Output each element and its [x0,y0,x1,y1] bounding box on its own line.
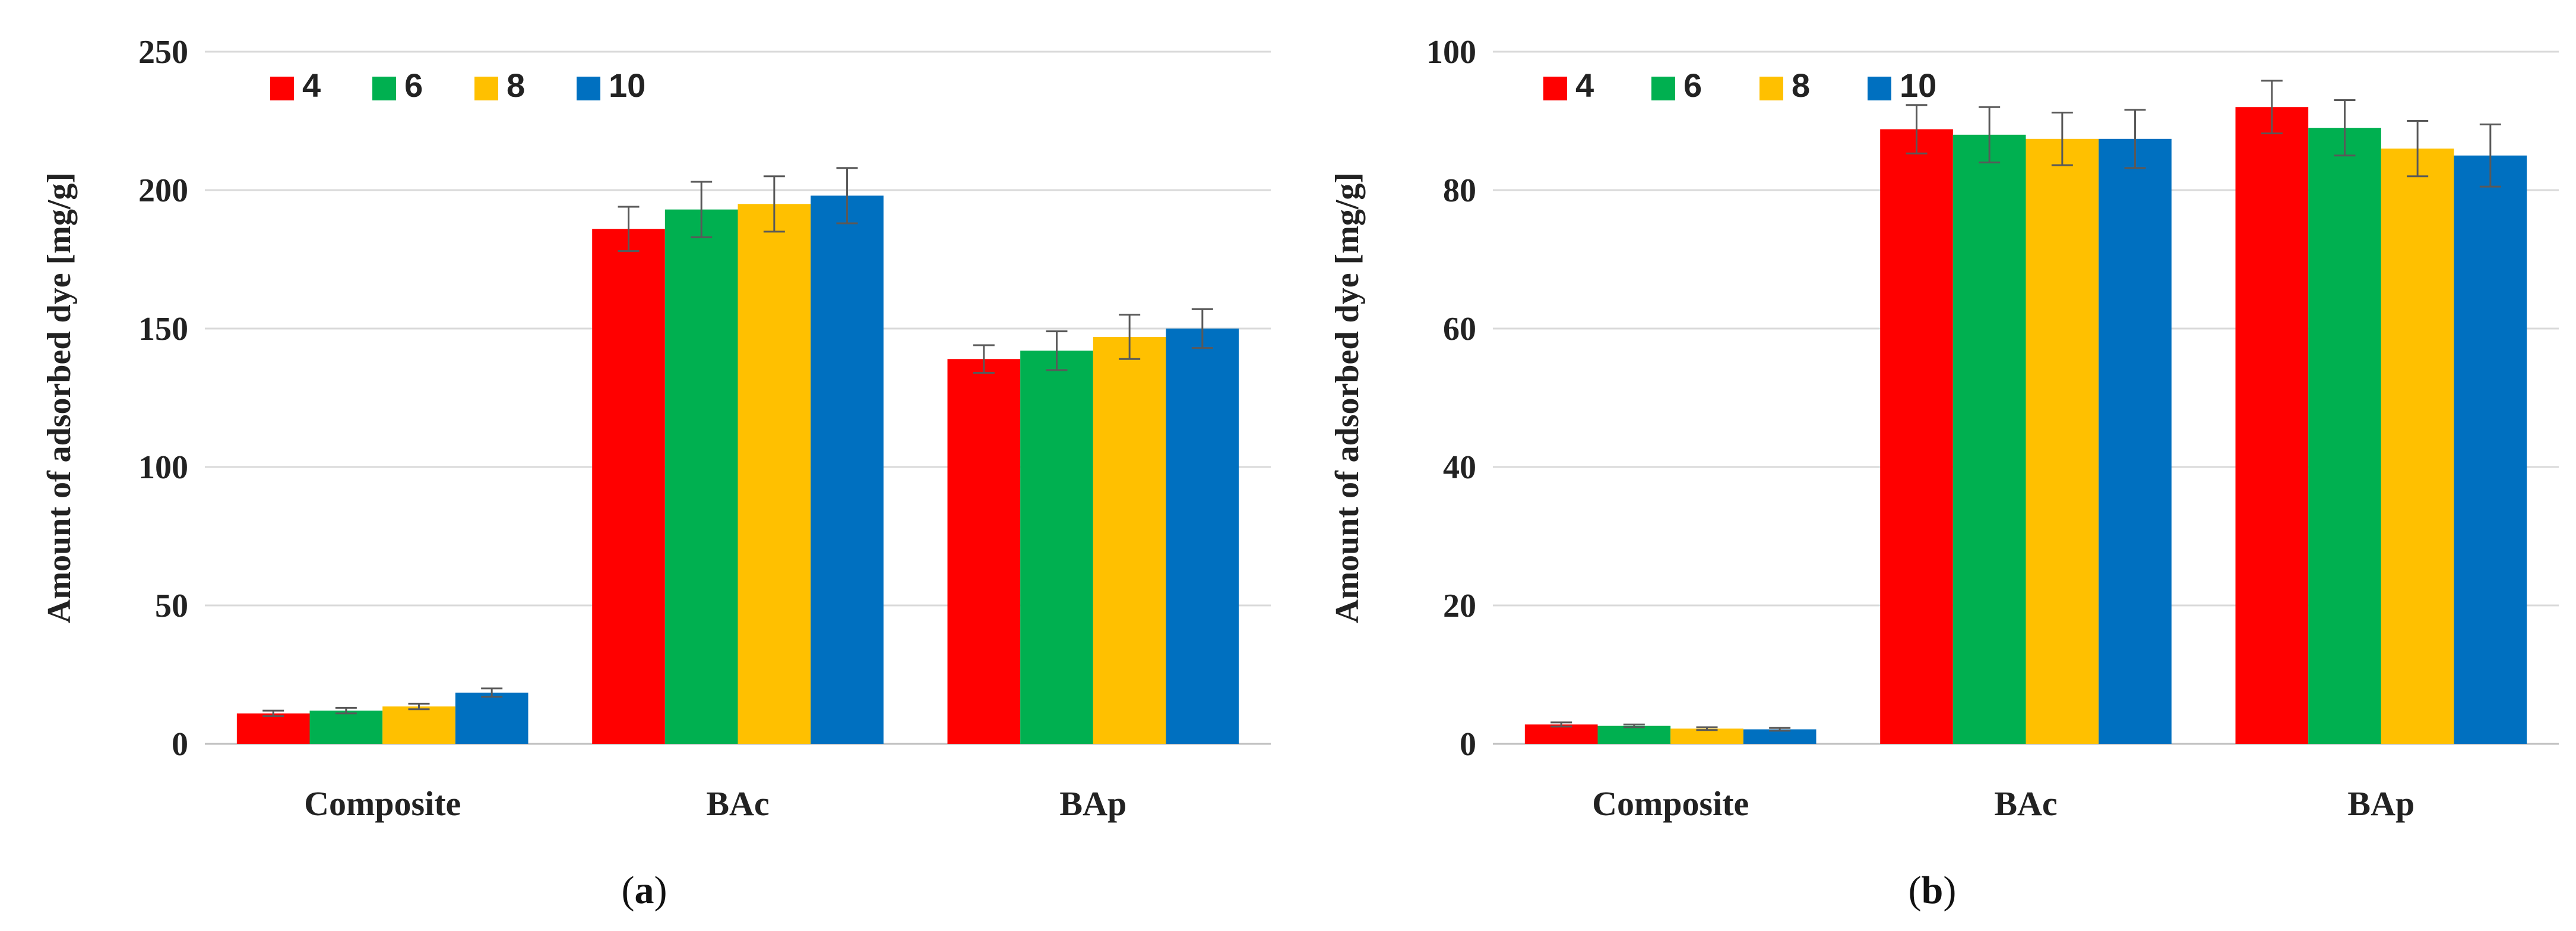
bar-bap-10 [2454,155,2527,744]
bar-bap-4 [947,359,1021,744]
bar-chart-a: 0 50 100 150 200 250 Amount of adsorbed dye [m… [41,34,1271,912]
panel-caption-letter: a [635,869,654,912]
panel-caption-letter: b [1922,869,1944,912]
legend-swatch-10 [577,77,600,100]
bar-chart-b: 0 20 40 60 80 100 Amount of adsorbed dye [mg/g… [1329,34,2559,912]
legend-swatch-4 [1543,77,1567,100]
legend-label-8: 8 [507,67,525,104]
y-tick-label: 150 [138,311,188,348]
bar-bac-6 [1952,134,2026,744]
bar-composite-8 [1670,728,1743,744]
x-tick-label: BAp [1059,784,1126,823]
bar-bap-10 [1166,329,1239,744]
legend-label-4: 4 [302,67,321,104]
legend-label-8: 8 [1792,67,1810,104]
x-tick-label: BAc [706,784,769,823]
legend-swatch-8 [474,77,498,100]
chart-panel-a: 0 50 100 150 200 250 Amount of adsorbed dye [m… [41,34,1271,912]
bar-composite-8 [382,706,455,744]
panel-caption: (b) [1909,869,1957,912]
bar-bap-8 [1093,336,1166,744]
legend-label-4: 4 [1575,67,1594,104]
bar-composite-6 [309,711,383,744]
y-axis-label: Amount of adsorbed dye [mg/g] [1329,172,1366,623]
y-tick-label: 250 [138,34,188,71]
bar-bap-6 [2308,128,2381,744]
bar-bac-4 [1880,129,1953,744]
legend-label-10: 10 [1900,67,1936,104]
bar-bac-4 [592,229,665,744]
y-tick-label: 60 [1443,311,1476,348]
bar-bac-8 [2026,138,2099,744]
bar-bac-6 [664,209,738,744]
legend-swatch-4 [270,77,294,100]
y-tick-label: 100 [138,449,188,486]
legend-label-10: 10 [609,67,645,104]
legend-label-6: 6 [404,67,423,104]
x-tick-label: Composite [304,784,461,823]
bar-composite-4 [236,713,310,744]
x-tick-label: BAp [2347,784,2414,823]
bar-composite-10 [1743,729,1817,744]
y-axis-label: Amount of adsorbed dye [mg/g] [41,172,78,623]
y-tick-label: 80 [1443,172,1476,209]
x-tick-label: Composite [1592,784,1749,823]
legend-swatch-10 [1868,77,1891,100]
bar-composite-10 [455,692,529,744]
bar-bac-10 [2099,138,2172,744]
y-tick-label: 0 [1460,726,1476,763]
chart-panel-b: 0 20 40 60 80 100 Amount of adsorbed dye [mg/g… [1288,0,2576,931]
legend-swatch-6 [1651,77,1675,100]
bar-composite-4 [1524,724,1598,744]
bar-bac-8 [738,204,811,744]
bar-bap-6 [1020,351,1093,744]
x-tick-label: BAc [1994,784,2057,823]
bar-bac-10 [811,195,884,744]
bar-composite-6 [1597,725,1671,744]
y-tick-label: 40 [1443,449,1476,486]
y-tick-label: 0 [172,726,188,763]
y-tick-label: 100 [1426,34,1476,71]
y-tick-label: 50 [155,588,188,624]
y-tick-label: 20 [1443,588,1476,624]
bar-bap-8 [2381,149,2454,744]
y-tick-label: 200 [138,172,188,209]
legend-label-6: 6 [1683,67,1702,104]
legend-swatch-8 [1759,77,1783,100]
panel-caption: (a) [622,869,667,912]
legend-swatch-6 [372,77,396,100]
bar-bap-4 [2235,107,2309,744]
